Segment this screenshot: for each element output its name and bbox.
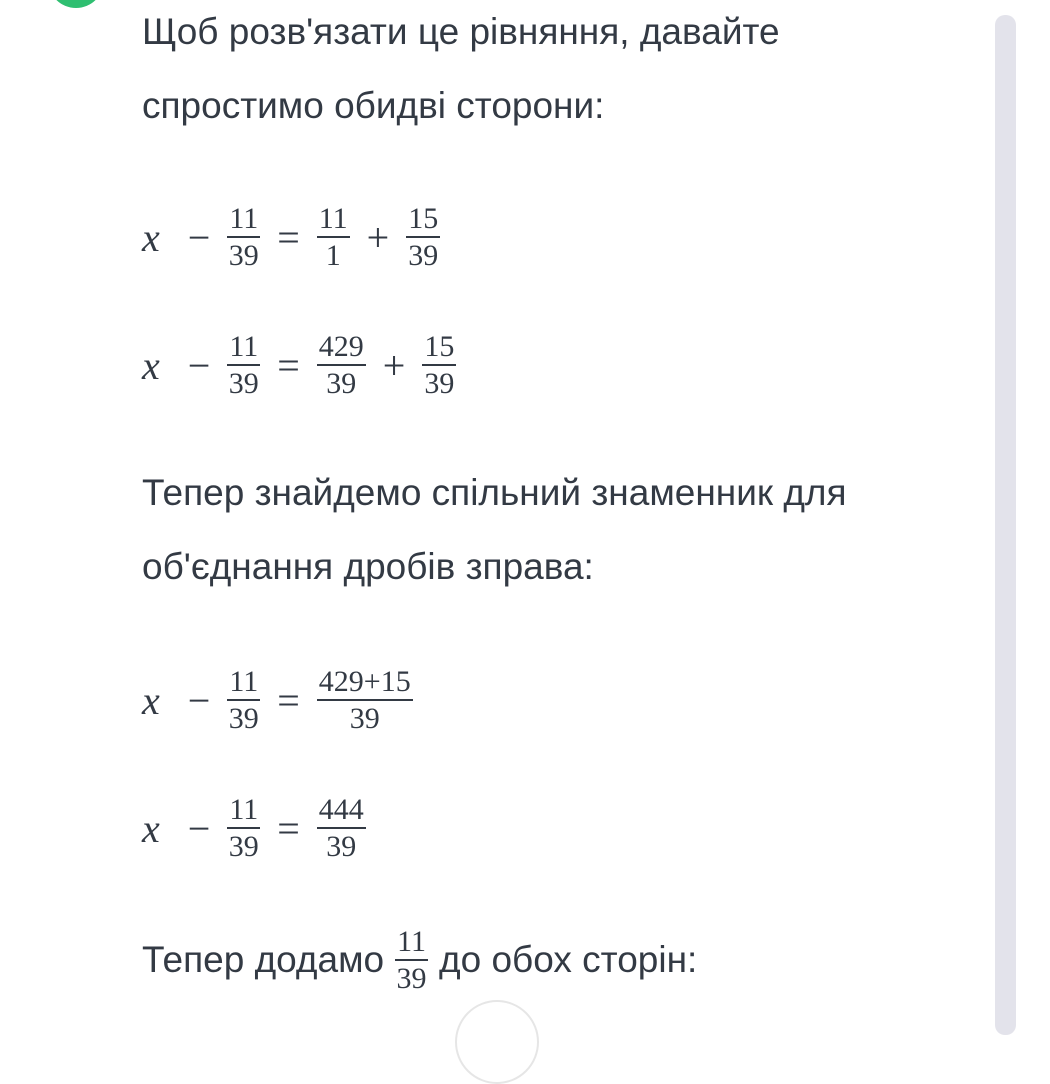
text-line: об'єднання дробів зправа: [142, 546, 594, 587]
text-line: Щоб розв'язати це рівняння, давайте [142, 11, 780, 52]
operator: − [187, 805, 211, 851]
fraction: 11 39 [224, 666, 263, 735]
variable: x [142, 805, 160, 851]
denominator: 1 [325, 238, 341, 272]
loading-indicator [455, 1000, 539, 1084]
denominator: 39 [228, 366, 259, 400]
paragraph-1: Щоб розв'язати це рівняння, давайте спро… [142, 0, 780, 143]
denominator: 39 [228, 829, 259, 863]
fraction: 11 39 [224, 203, 263, 272]
fraction: 11 39 [392, 926, 431, 995]
variable: x [142, 677, 160, 723]
numerator: 444 [316, 794, 366, 829]
operator: + [366, 214, 390, 260]
equation: x −11 39 = 444 39 [142, 788, 369, 868]
numerator: 429+15 [316, 666, 413, 701]
operator: − [187, 677, 211, 723]
fraction: 429+15 39 [314, 666, 416, 735]
variable: x [142, 214, 160, 260]
numerator: 11 [316, 203, 350, 238]
operator: + [382, 342, 406, 388]
text-line: спростимо обидві сторони: [142, 85, 605, 126]
numerator: 11 [227, 331, 261, 366]
numerator: 15 [406, 203, 441, 238]
scrollbar[interactable] [995, 15, 1016, 1035]
denominator: 39 [326, 829, 357, 863]
numerator: 11 [395, 926, 428, 961]
operator: = [277, 214, 300, 260]
fraction: 15 39 [403, 203, 443, 272]
denominator: 39 [424, 366, 455, 400]
denominator: 39 [349, 701, 380, 735]
operator: − [187, 342, 211, 388]
numerator: 11 [227, 203, 261, 238]
denominator: 39 [228, 701, 259, 735]
fraction: 429 39 [314, 331, 369, 400]
fraction: 11 39 [224, 331, 263, 400]
text: до обох сторін: [439, 939, 698, 980]
denominator: 39 [408, 238, 439, 272]
operator: = [277, 677, 300, 723]
avatar [48, 0, 104, 8]
numerator: 11 [227, 666, 261, 701]
operator: = [277, 805, 300, 851]
equation: x −11 39 = 429+15 39 [142, 660, 416, 740]
variable: x [142, 342, 160, 388]
operator: − [187, 214, 211, 260]
operator: = [277, 342, 300, 388]
paragraph-2: Тепер знайдемо спільний знаменник для об… [142, 456, 847, 604]
numerator: 11 [227, 794, 261, 829]
equation: x −11 39 = 11 1 +15 39 [142, 197, 443, 277]
denominator: 39 [228, 238, 259, 272]
text: Тепер додамо [142, 939, 385, 980]
numerator: 15 [422, 331, 457, 366]
equation: x −11 39 = 429 39 +15 39 [142, 325, 459, 405]
fraction: 11 1 [314, 203, 353, 272]
denominator: 39 [396, 961, 427, 995]
denominator: 39 [326, 366, 357, 400]
fraction: 15 39 [419, 331, 459, 400]
text-line: Тепер знайдемо спільний знаменник для [142, 472, 847, 513]
fraction: 444 39 [314, 794, 369, 863]
fraction: 11 39 [224, 794, 263, 863]
paragraph-3: Тепер додамо 11 39 до обох сторін: [142, 920, 697, 1000]
numerator: 429 [316, 331, 366, 366]
